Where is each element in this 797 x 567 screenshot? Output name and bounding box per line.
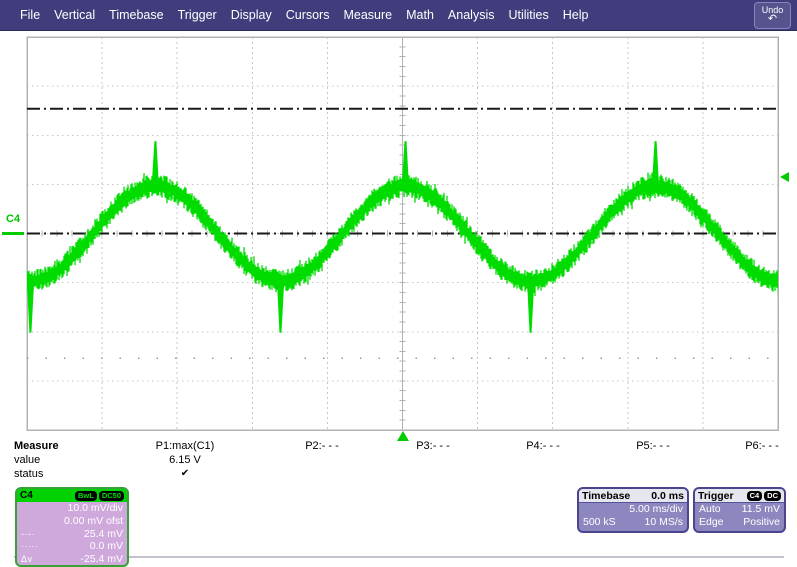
channel-box-header: C4 BwL DC50 — [17, 489, 127, 502]
measure-slot-status-icon — [483, 467, 603, 481]
measure-readout: Measure value status P1:max(C1) 6.15 V ✔… — [0, 439, 797, 487]
timebase-row-left: 500 kS — [583, 515, 616, 528]
channel-c4-descriptor-box[interactable]: C4 BwL DC50 10.0 mV/div 0.00 mV ofst -·-·… — [15, 487, 129, 567]
measure-slot[interactable]: P4:- - - — [483, 439, 603, 481]
menu-item[interactable]: Help — [562, 8, 589, 22]
channel-box-row-value: 25.4 mV — [83, 527, 123, 540]
channel-box-row-value: 0.0 mV — [89, 540, 123, 553]
menu-item[interactable]: Cursors — [285, 8, 330, 22]
measure-slot-value: 6.15 V — [169, 454, 201, 466]
timebase-box-row: 5.00 ms/div — [579, 503, 687, 516]
measure-slot-value — [262, 453, 382, 467]
waveform-trace — [27, 141, 778, 333]
trigger-row-right: Positive — [743, 515, 780, 528]
measure-slot-label: P6:- - - — [745, 440, 779, 452]
channel-badge: BwL — [74, 490, 97, 501]
measure-slot-label: P1:max(C1) — [155, 440, 215, 452]
measure-slot[interactable]: P2:- - - — [262, 439, 382, 481]
measure-slot-status-icon — [262, 467, 382, 481]
menu-item[interactable]: Measure — [343, 8, 393, 22]
measure-value-row-label: value — [14, 454, 41, 466]
measure-slot-status-icon — [593, 467, 713, 481]
menu-bar: File Vertical Timebase Trigger Display Cursor… — [0, 0, 797, 31]
channel-box-row: ····· 0.0 mV — [17, 540, 127, 553]
menu-item[interactable]: File — [20, 8, 41, 22]
channel-position-label[interactable]: C4 — [6, 212, 21, 225]
menu-item[interactable]: Utilities — [508, 8, 549, 22]
measure-slot[interactable]: P6:- - - — [702, 439, 797, 481]
timebase-box-title: Timebase — [582, 489, 631, 502]
measure-slot-label: P3:- - - — [416, 440, 450, 452]
trigger-badge: C4 — [746, 490, 763, 501]
trigger-row-left: Auto — [699, 503, 721, 515]
trigger-badge: DC — [764, 490, 781, 501]
measure-slot-status-icon: ✔ — [180, 468, 190, 479]
measure-status-row-label: status — [14, 468, 44, 480]
channel-box-row: Δv -25.4 mV — [17, 553, 127, 566]
undo-button-label: Undo — [761, 5, 784, 15]
measure-title: Measure — [14, 440, 59, 452]
trigger-descriptor-box[interactable]: Trigger C4 DC Auto 11.5 mV Edge Positive — [693, 487, 786, 533]
menu-item[interactable]: Display — [230, 8, 272, 22]
timebase-row-right: 10 MS/s — [644, 515, 683, 528]
trigger-box-header: Trigger C4 DC — [695, 489, 784, 503]
measure-slot-status-icon — [373, 467, 493, 481]
channel-box-row: 10.0 mV/div — [17, 502, 127, 515]
channel-box-row-value: 0.00 mV ofst — [64, 514, 123, 527]
window-bottom-edge — [14, 556, 784, 558]
timebase-descriptor-box[interactable]: Timebase 0.0 ms 5.00 ms/div 500 kS 10 MS… — [577, 487, 689, 533]
scope-display — [26, 36, 779, 431]
measure-slot-status-icon — [702, 467, 797, 481]
menu-item[interactable]: Vertical — [54, 8, 96, 22]
measure-row-labels: Measure value status — [14, 439, 59, 481]
measure-slot-value — [483, 453, 603, 467]
channel-box-row: 0.00 mV ofst — [17, 515, 127, 528]
trigger-box-row: Edge Positive — [695, 516, 784, 529]
undo-button[interactable]: Undo ↶ — [754, 2, 791, 29]
measure-slot[interactable]: P1:max(C1) 6.15 V ✔ — [125, 439, 245, 481]
menu-items: File Vertical Timebase Trigger Display Cursor… — [20, 8, 602, 22]
channel-box-row-value: -25.4 mV — [80, 553, 123, 566]
channel-box-row-value: 10.0 mV/div — [67, 502, 123, 514]
channel-box-row: -·-· 25.4 mV — [17, 528, 127, 541]
measure-slot-value — [702, 453, 797, 467]
channel-badge: DC50 — [98, 490, 124, 501]
menu-item[interactable]: Math — [406, 8, 434, 22]
timebase-box-delay: 0.0 ms — [651, 489, 684, 502]
menu-item[interactable]: Trigger — [177, 8, 217, 22]
measure-slot-label: P4:- - - — [526, 440, 560, 452]
trigger-time-marker-icon[interactable] — [396, 431, 409, 441]
trigger-row-left: Edge — [699, 515, 724, 528]
timebase-box-header: Timebase 0.0 ms — [579, 489, 687, 503]
trigger-row-right: 11.5 mV — [741, 503, 780, 515]
cursor-style-icon: ····· — [21, 541, 39, 552]
channel-box-rows: 10.0 mV/div 0.00 mV ofst -·-· 25.4 mV ··… — [17, 502, 127, 566]
menu-item[interactable]: Analysis — [447, 8, 495, 22]
trigger-box-row: Auto 11.5 mV — [695, 503, 784, 516]
trigger-box-badges: C4 DC — [746, 490, 781, 501]
undo-arrow-icon: ↶ — [767, 13, 778, 25]
trigger-level-marker-icon[interactable] — [780, 172, 789, 182]
trigger-box-title: Trigger — [698, 489, 734, 502]
measure-slot-label: P5:- - - — [636, 440, 670, 452]
measure-slot[interactable]: P3:- - - — [373, 439, 493, 481]
timebase-row-right: 5.00 ms/div — [629, 503, 683, 515]
cursor-style-icon: -·-· — [21, 528, 35, 539]
channel-box-name: C4 — [20, 490, 33, 501]
channel-zero-marker[interactable] — [2, 232, 24, 235]
channel-box-badges: BwL DC50 — [74, 490, 124, 501]
timebase-box-rows: 5.00 ms/div 500 kS 10 MS/s — [579, 503, 687, 529]
trigger-box-rows: Auto 11.5 mV Edge Positive — [695, 503, 784, 529]
timebase-box-row: 500 kS 10 MS/s — [579, 516, 687, 529]
measure-slot-value — [593, 453, 713, 467]
menu-item[interactable]: Timebase — [109, 8, 164, 22]
measure-slot[interactable]: P5:- - - — [593, 439, 713, 481]
cursor-style-icon: Δv — [21, 554, 33, 565]
measure-slots: P1:max(C1) 6.15 V ✔ P2:- - - P3:- - - P4… — [0, 439, 797, 487]
measure-slot-label: P2:- - - — [305, 440, 339, 452]
measure-slot-value — [373, 453, 493, 467]
